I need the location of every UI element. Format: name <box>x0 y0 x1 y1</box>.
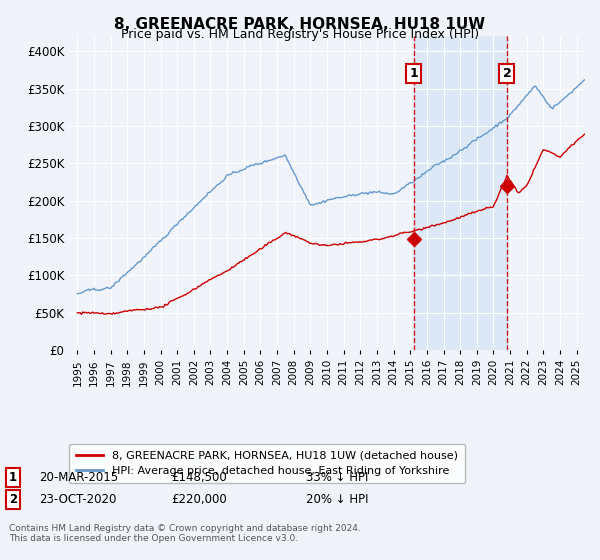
Text: £220,000: £220,000 <box>171 493 227 506</box>
Text: Contains HM Land Registry data © Crown copyright and database right 2024.
This d: Contains HM Land Registry data © Crown c… <box>9 524 361 543</box>
Text: 20-MAR-2015: 20-MAR-2015 <box>39 470 118 484</box>
Text: 1: 1 <box>410 67 418 80</box>
Text: 2: 2 <box>503 67 511 80</box>
Text: 8, GREENACRE PARK, HORNSEA, HU18 1UW: 8, GREENACRE PARK, HORNSEA, HU18 1UW <box>115 17 485 32</box>
Text: £148,500: £148,500 <box>171 470 227 484</box>
Text: Price paid vs. HM Land Registry's House Price Index (HPI): Price paid vs. HM Land Registry's House … <box>121 28 479 41</box>
Text: 23-OCT-2020: 23-OCT-2020 <box>39 493 116 506</box>
Legend: 8, GREENACRE PARK, HORNSEA, HU18 1UW (detached house), HPI: Average price, detac: 8, GREENACRE PARK, HORNSEA, HU18 1UW (de… <box>69 444 465 483</box>
Text: 1: 1 <box>9 470 17 484</box>
Text: 33% ↓ HPI: 33% ↓ HPI <box>306 470 368 484</box>
Text: 2: 2 <box>9 493 17 506</box>
Text: 20% ↓ HPI: 20% ↓ HPI <box>306 493 368 506</box>
Bar <box>414 36 507 350</box>
